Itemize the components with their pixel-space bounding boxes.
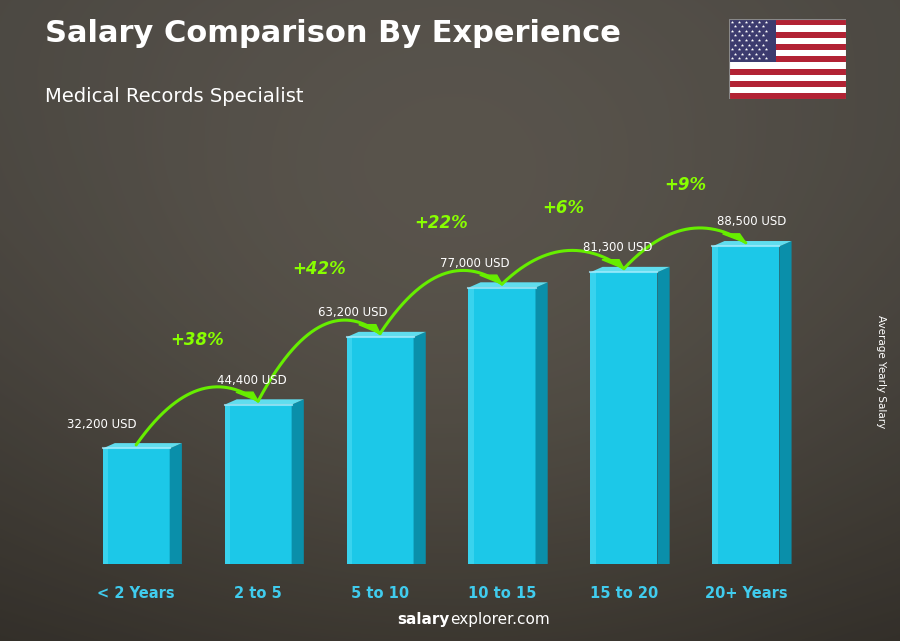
Bar [729,44,846,50]
Polygon shape [480,275,502,284]
Bar [729,75,846,81]
Bar [729,81,846,87]
Text: +38%: +38% [170,331,224,349]
Text: Average Yearly Salary: Average Yearly Salary [877,315,886,428]
Text: 88,500 USD: 88,500 USD [717,215,787,228]
Polygon shape [712,241,792,246]
Bar [729,31,846,38]
Bar [729,38,846,44]
Bar [590,272,596,564]
Bar [729,62,846,69]
Bar [225,404,292,564]
Bar [468,288,536,564]
Polygon shape [346,332,426,337]
Bar [729,19,846,26]
Text: +42%: +42% [292,260,346,278]
Polygon shape [602,260,624,269]
Text: 5 to 10: 5 to 10 [351,586,410,601]
Bar [103,449,108,564]
Polygon shape [292,399,304,564]
Text: 20+ Years: 20+ Years [705,586,788,601]
Bar [729,87,846,93]
Bar [729,19,776,62]
Polygon shape [468,282,548,288]
Polygon shape [590,267,670,272]
Text: 2 to 5: 2 to 5 [234,586,282,601]
Text: salary: salary [398,612,450,627]
Polygon shape [723,234,746,243]
Bar [712,246,717,564]
Polygon shape [170,443,182,564]
Bar [729,93,846,99]
Bar [468,288,473,564]
Polygon shape [103,443,182,449]
Text: 15 to 20: 15 to 20 [590,586,658,601]
Text: < 2 Years: < 2 Years [97,586,175,601]
Bar [729,69,846,75]
Bar [346,337,352,564]
Bar [225,404,230,564]
Bar [729,50,846,56]
Text: 10 to 15: 10 to 15 [468,586,536,601]
Bar [712,246,779,564]
Bar [346,337,414,564]
Polygon shape [536,282,548,564]
Polygon shape [359,324,380,333]
Text: 77,000 USD: 77,000 USD [440,257,510,270]
Bar [103,449,170,564]
Text: explorer.com: explorer.com [450,612,550,627]
Text: +22%: +22% [414,214,468,232]
Polygon shape [779,241,792,564]
Polygon shape [414,332,426,564]
Bar [590,272,657,564]
Text: Medical Records Specialist: Medical Records Specialist [45,87,303,106]
Text: Salary Comparison By Experience: Salary Comparison By Experience [45,19,621,48]
Text: +9%: +9% [664,176,706,194]
Polygon shape [657,267,670,564]
Polygon shape [225,399,304,404]
Text: 63,200 USD: 63,200 USD [319,306,388,319]
Text: +6%: +6% [542,199,584,217]
Bar [729,56,846,62]
Text: 44,400 USD: 44,400 USD [217,374,287,387]
Bar [729,26,846,31]
Text: 32,200 USD: 32,200 USD [68,417,137,431]
Text: 81,300 USD: 81,300 USD [583,241,652,254]
Polygon shape [236,392,258,401]
